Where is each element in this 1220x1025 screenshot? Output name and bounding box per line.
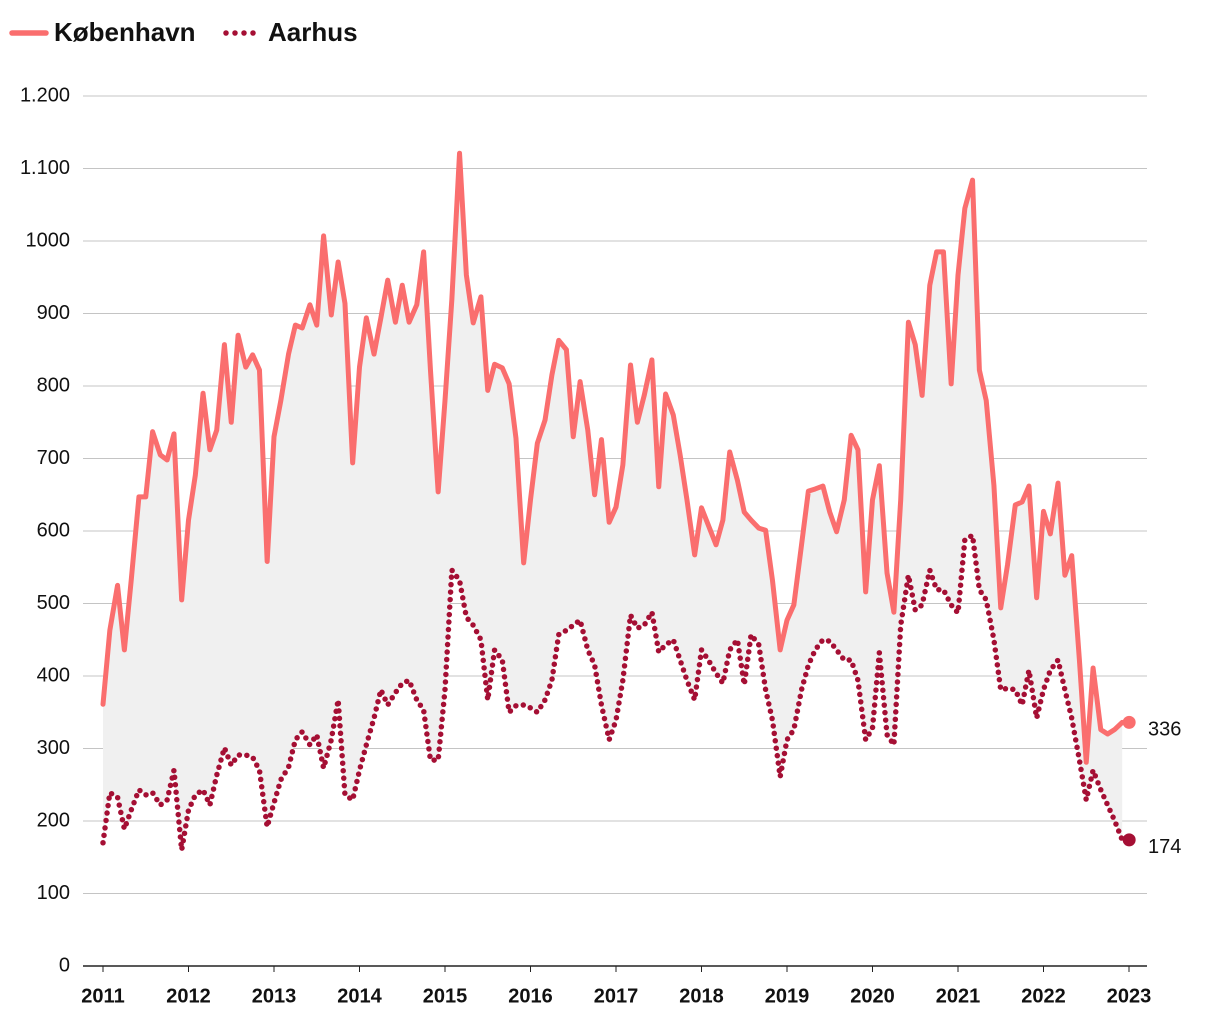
y-tick-label: 1.100	[20, 157, 70, 179]
x-tick-label: 2021	[936, 985, 981, 1007]
band-layer	[103, 153, 1123, 850]
x-tick-label: 2015	[423, 985, 468, 1007]
x-tick-label: 2020	[850, 985, 895, 1007]
legend-label: København	[54, 17, 196, 47]
end-dot	[1122, 833, 1136, 847]
y-tick-label: 100	[37, 882, 70, 904]
y-tick-label: 1.200	[20, 84, 70, 106]
x-tick-label: 2012	[166, 985, 211, 1007]
x-tick-label: 2023	[1107, 985, 1152, 1007]
y-tick-label: 800	[37, 374, 70, 396]
x-tick-label: 2017	[594, 985, 639, 1007]
x-tick-label: 2016	[508, 985, 553, 1007]
y-tick-label: 300	[37, 737, 70, 759]
y-tick-label: 1000	[26, 229, 71, 251]
x-tick-label: 2019	[765, 985, 810, 1007]
x-tick-label: 2013	[252, 985, 297, 1007]
x-tick-label: 2014	[337, 985, 382, 1007]
x-tick-label: 2018	[679, 985, 724, 1007]
y-tick-label: 600	[37, 519, 70, 541]
y-tick-label: 900	[37, 302, 70, 324]
end-label: 336	[1148, 719, 1181, 741]
x-tick-label: 2022	[1021, 985, 1066, 1007]
end-dot	[1122, 715, 1136, 729]
y-tick-label: 700	[37, 447, 70, 469]
y-tick-label: 400	[37, 664, 70, 686]
series-line	[100, 150, 1125, 765]
series-line	[100, 532, 1125, 853]
y-tick-label: 500	[37, 592, 70, 614]
y-tick-label: 0	[59, 954, 70, 976]
range-band	[103, 153, 1123, 850]
legend-label: Aarhus	[268, 17, 358, 47]
y-tick-label: 200	[37, 809, 70, 831]
x-tick-label: 2011	[81, 985, 124, 1007]
end-label: 174	[1148, 836, 1181, 858]
